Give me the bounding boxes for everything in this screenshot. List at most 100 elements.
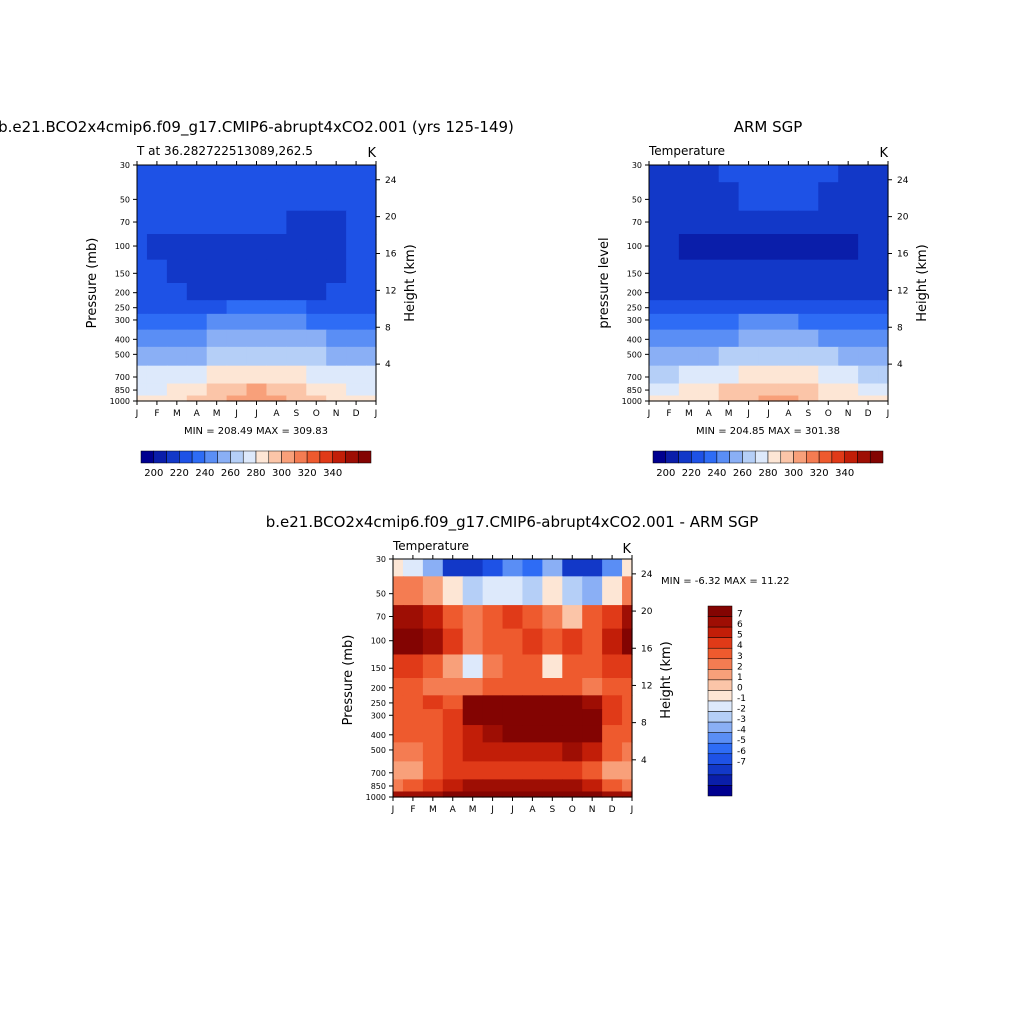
heatmap-cell	[658, 283, 680, 301]
heatmap-cell	[442, 761, 464, 780]
heatmap-cell	[582, 559, 603, 577]
heatmap-cell	[522, 576, 543, 606]
heatmap-cell	[678, 283, 700, 301]
heatmap-cell	[658, 165, 680, 183]
heatmap-cell	[442, 742, 464, 762]
heatmap-cell	[649, 182, 660, 212]
heatmap-cell	[422, 559, 444, 577]
y-tick-label: 700	[627, 373, 642, 382]
heatmap-cell	[422, 761, 444, 780]
heatmap-cell	[649, 395, 660, 402]
heatmap-cell	[462, 709, 484, 726]
colorbar-swatch	[707, 753, 733, 765]
heatmap-cell	[562, 779, 583, 793]
heatmap-cell	[206, 313, 228, 331]
heatmap-cell	[698, 210, 720, 235]
heatmap-cell	[306, 210, 327, 235]
colorbar-label: -6	[737, 747, 746, 757]
heatmap-cell	[366, 346, 377, 367]
heatmap-cell	[286, 210, 307, 235]
heatmap-cell	[422, 678, 444, 696]
colorbar-swatch	[665, 450, 679, 464]
heatmap-cell	[166, 346, 188, 367]
colorbar-label: 340	[835, 468, 854, 479]
heatmap-cell	[482, 576, 504, 606]
colorbar-label: 2	[737, 662, 743, 672]
heatmap-cell	[649, 234, 660, 261]
heatmap-cell	[522, 779, 543, 793]
heatmap-cell	[678, 259, 700, 284]
heatmap-cell	[838, 210, 859, 235]
x-tick-label: M	[685, 409, 693, 419]
heatmap-cell	[738, 365, 760, 385]
heatmap-cell	[649, 283, 660, 301]
y-tick-label: 200	[627, 289, 642, 298]
heatmap-cell	[502, 791, 524, 798]
heatmap-cell	[562, 605, 583, 630]
heatmap-cell	[878, 300, 889, 315]
y-tick-label: 700	[371, 769, 386, 778]
x-tick-label: S	[805, 409, 811, 419]
heatmap-cell	[582, 725, 603, 743]
panel-obs-plot: J F M A M J J A S O N D J 30 50 70 100 150 200 250 300 400 500…	[622, 161, 909, 419]
heatmap-cell	[738, 395, 760, 402]
heatmap-cell	[582, 791, 603, 798]
heatmap-cell	[758, 165, 780, 183]
y-tick-label: 500	[627, 350, 642, 359]
colorbar-swatch	[204, 450, 218, 464]
heatmap-cell	[186, 259, 208, 284]
heatmap-cell	[326, 383, 347, 397]
heatmap-cell	[226, 210, 248, 235]
heatmap-cell	[482, 761, 504, 780]
heatmap-cell	[306, 365, 327, 385]
heatmap-cell	[658, 182, 680, 212]
y-tick-label: 250	[371, 699, 386, 708]
heatmap-cell	[166, 234, 188, 261]
heatmap-cell	[146, 395, 168, 402]
heatmap-cell	[838, 329, 859, 348]
heatmap-cell	[146, 383, 168, 397]
heatmap-cell	[698, 383, 720, 397]
colorbar-swatch	[230, 450, 244, 464]
heatmap-cell	[346, 165, 367, 183]
y-tick-label: 70	[632, 218, 642, 227]
heatmap-cell	[778, 259, 799, 284]
colorbar-label: 280	[246, 468, 265, 479]
heatmap-cell	[602, 559, 623, 577]
heatmap-cell	[738, 234, 760, 261]
heatmap-cell	[698, 283, 720, 301]
x-tick-label: A	[194, 409, 201, 419]
heatmap-cell	[649, 346, 660, 367]
heatmap-cell	[137, 165, 148, 183]
colorbar-label: 260	[221, 468, 240, 479]
heatmap-cell	[246, 313, 268, 331]
heatmap-cell	[878, 346, 889, 367]
colorbar-label: 320	[810, 468, 829, 479]
colorbar-label: 200	[656, 468, 675, 479]
heatmap-cell	[798, 383, 819, 397]
heatmap-cell	[658, 300, 680, 315]
colorbar-swatch	[707, 647, 733, 660]
heatmap-cell	[137, 259, 148, 284]
heatmap-cell	[562, 791, 583, 798]
heatmap-cell	[622, 761, 633, 780]
heatmap-cell	[582, 605, 603, 630]
heatmap-cell	[838, 383, 859, 397]
heatmap-cell	[522, 725, 543, 743]
heatmap-cell	[778, 300, 799, 315]
colorbar-swatch	[767, 450, 782, 464]
y-tick-label: 150	[115, 269, 130, 278]
x-tick-label: J	[630, 805, 634, 815]
heatmap-cell	[346, 329, 367, 348]
heatmap-cell	[542, 695, 563, 710]
heatmap-cell	[758, 395, 780, 402]
heatmap-cell	[738, 346, 760, 367]
panel-obs-left-label: Temperature	[648, 144, 725, 158]
heatmap-cell	[422, 725, 444, 743]
heatmap-cell	[326, 313, 347, 331]
colorbar-label: 240	[195, 468, 214, 479]
heatmap-cell	[778, 165, 799, 183]
heatmap-cell	[758, 182, 780, 212]
colorbar-label: 340	[323, 468, 342, 479]
heatmap-cell	[718, 300, 740, 315]
